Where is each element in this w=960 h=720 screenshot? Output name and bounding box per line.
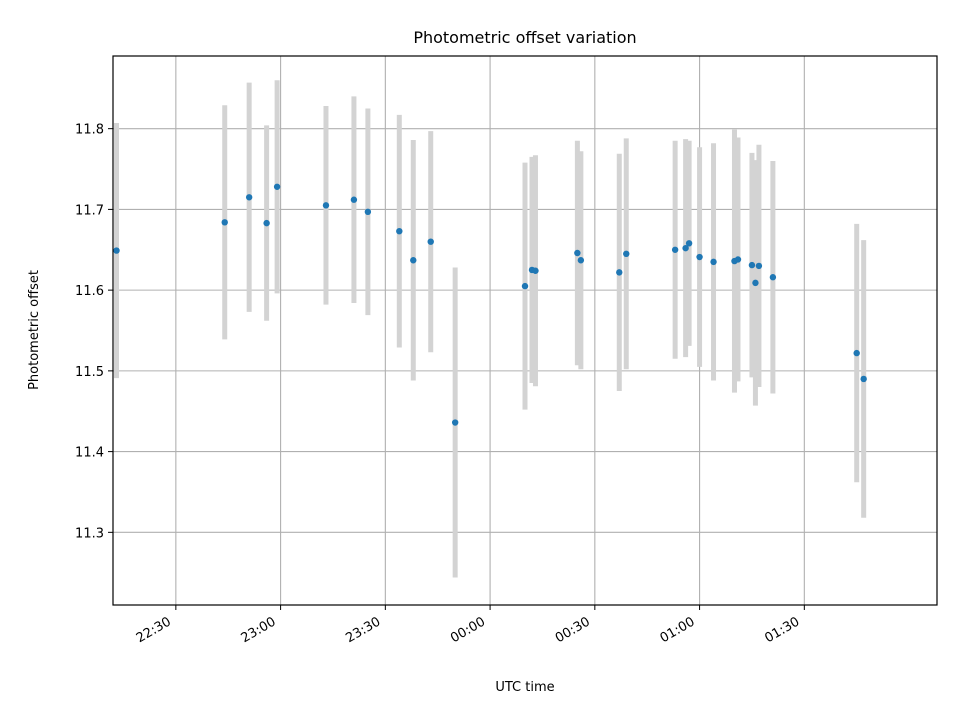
data-point — [364, 208, 372, 216]
data-point — [263, 219, 270, 227]
x-tick-label: 01:00 — [658, 614, 698, 646]
data-point — [273, 183, 281, 190]
x-tick-label: 23:00 — [239, 614, 279, 646]
data-point — [410, 257, 417, 264]
data-point — [755, 262, 763, 270]
data-point — [532, 267, 539, 274]
data-point — [427, 238, 434, 245]
data-point — [574, 249, 581, 257]
x-tick-label: 01:30 — [762, 614, 802, 646]
data-point — [860, 375, 867, 383]
y-tick-label: 11.6 — [75, 284, 104, 299]
data-point — [748, 261, 756, 269]
data-point — [113, 247, 120, 254]
x-axis-ticks: 22:30 23:00 23:30 00:00 00:30 01:00 01:30 — [134, 605, 805, 646]
data-point — [350, 196, 358, 203]
data-point — [671, 246, 679, 253]
data-point — [221, 219, 228, 226]
x-tick-label: 00:30 — [553, 614, 593, 646]
y-axis-label: Photometric offset — [27, 270, 42, 390]
x-axis-label: UTC time — [495, 680, 554, 695]
data-point — [245, 194, 253, 201]
data-point — [685, 240, 693, 247]
y-axis-ticks: 11.3 11.4 11.5 11.6 11.7 11.8 — [75, 123, 113, 541]
data-point — [769, 274, 777, 281]
plot-frame — [112, 55, 938, 606]
y-tick-label: 11.4 — [75, 446, 104, 461]
data-point — [853, 349, 860, 357]
data-point — [623, 250, 630, 258]
data-point — [752, 279, 759, 287]
y-tick-label: 11.7 — [75, 203, 104, 218]
x-tick-label: 00:00 — [448, 614, 488, 646]
data-points — [113, 183, 867, 426]
data-point — [577, 257, 585, 264]
data-point — [521, 282, 529, 290]
data-point — [322, 202, 330, 209]
chart-title: Photometric offset variation — [413, 28, 636, 47]
data-point — [734, 256, 742, 263]
data-point — [451, 419, 459, 426]
data-point — [396, 227, 403, 235]
data-point — [710, 258, 717, 266]
x-tick-label: 23:30 — [343, 614, 383, 646]
data-point — [616, 269, 623, 276]
data-point — [696, 253, 703, 261]
y-tick-label: 11.8 — [75, 123, 104, 138]
y-tick-label: 11.3 — [75, 526, 104, 541]
x-tick-label: 22:30 — [134, 614, 174, 646]
y-tick-label: 11.5 — [75, 365, 104, 380]
data-point — [682, 244, 689, 252]
